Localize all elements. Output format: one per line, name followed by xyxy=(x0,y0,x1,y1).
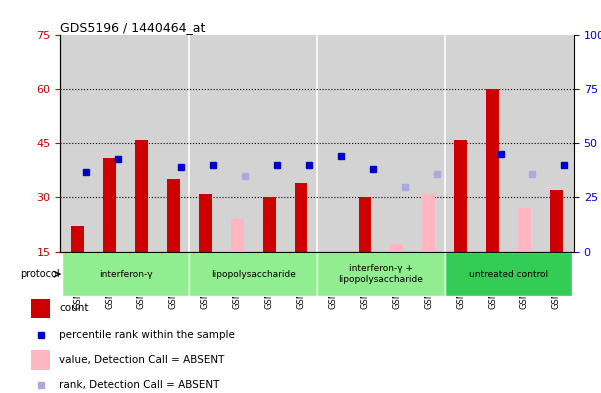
Text: percentile rank within the sample: percentile rank within the sample xyxy=(59,329,235,340)
Bar xyxy=(231,219,243,252)
Text: protocol: protocol xyxy=(20,269,59,279)
Bar xyxy=(167,180,180,252)
Bar xyxy=(103,158,116,252)
Bar xyxy=(62,252,189,296)
Bar xyxy=(423,194,435,252)
Text: untreated control: untreated control xyxy=(469,270,548,279)
Text: GDS5196 / 1440464_at: GDS5196 / 1440464_at xyxy=(60,21,206,34)
Bar xyxy=(199,194,212,252)
Bar xyxy=(31,350,50,370)
Bar xyxy=(445,252,572,296)
Bar xyxy=(135,140,148,252)
Bar xyxy=(550,190,563,252)
Bar xyxy=(263,197,275,252)
Bar xyxy=(31,298,50,318)
Bar xyxy=(454,140,467,252)
Bar xyxy=(486,90,499,252)
Bar xyxy=(391,244,403,252)
Bar xyxy=(317,252,445,296)
Bar xyxy=(359,197,371,252)
Bar xyxy=(294,183,308,252)
Text: interferon-γ: interferon-γ xyxy=(99,270,152,279)
Bar xyxy=(189,252,317,296)
Text: rank, Detection Call = ABSENT: rank, Detection Call = ABSENT xyxy=(59,380,219,391)
Bar xyxy=(72,226,84,252)
Text: value, Detection Call = ABSENT: value, Detection Call = ABSENT xyxy=(59,355,224,365)
Text: lipopolysaccharide: lipopolysaccharide xyxy=(211,270,296,279)
Text: interferon-γ +
lipopolysaccharide: interferon-γ + lipopolysaccharide xyxy=(338,264,423,284)
Bar xyxy=(518,208,531,252)
Text: count: count xyxy=(59,303,88,313)
